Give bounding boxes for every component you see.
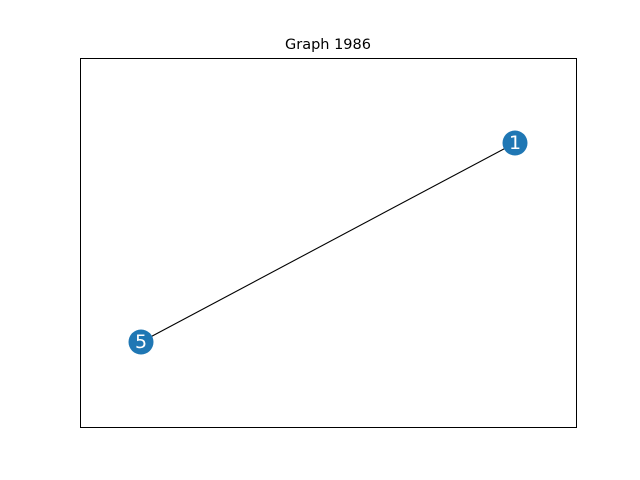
- edge-1-5: [140, 142, 516, 343]
- plot-frame: [80, 58, 577, 428]
- node-label-5: 5: [135, 331, 147, 353]
- node-1: 1: [502, 130, 528, 156]
- node-circle-5: [128, 329, 154, 355]
- nodes-layer: 15: [128, 130, 528, 355]
- node-circle-1: [502, 130, 528, 156]
- node-5: 5: [128, 329, 154, 355]
- edges-layer: [140, 142, 516, 343]
- graph-title: Graph 1986: [285, 37, 371, 53]
- node-label-1: 1: [509, 132, 521, 154]
